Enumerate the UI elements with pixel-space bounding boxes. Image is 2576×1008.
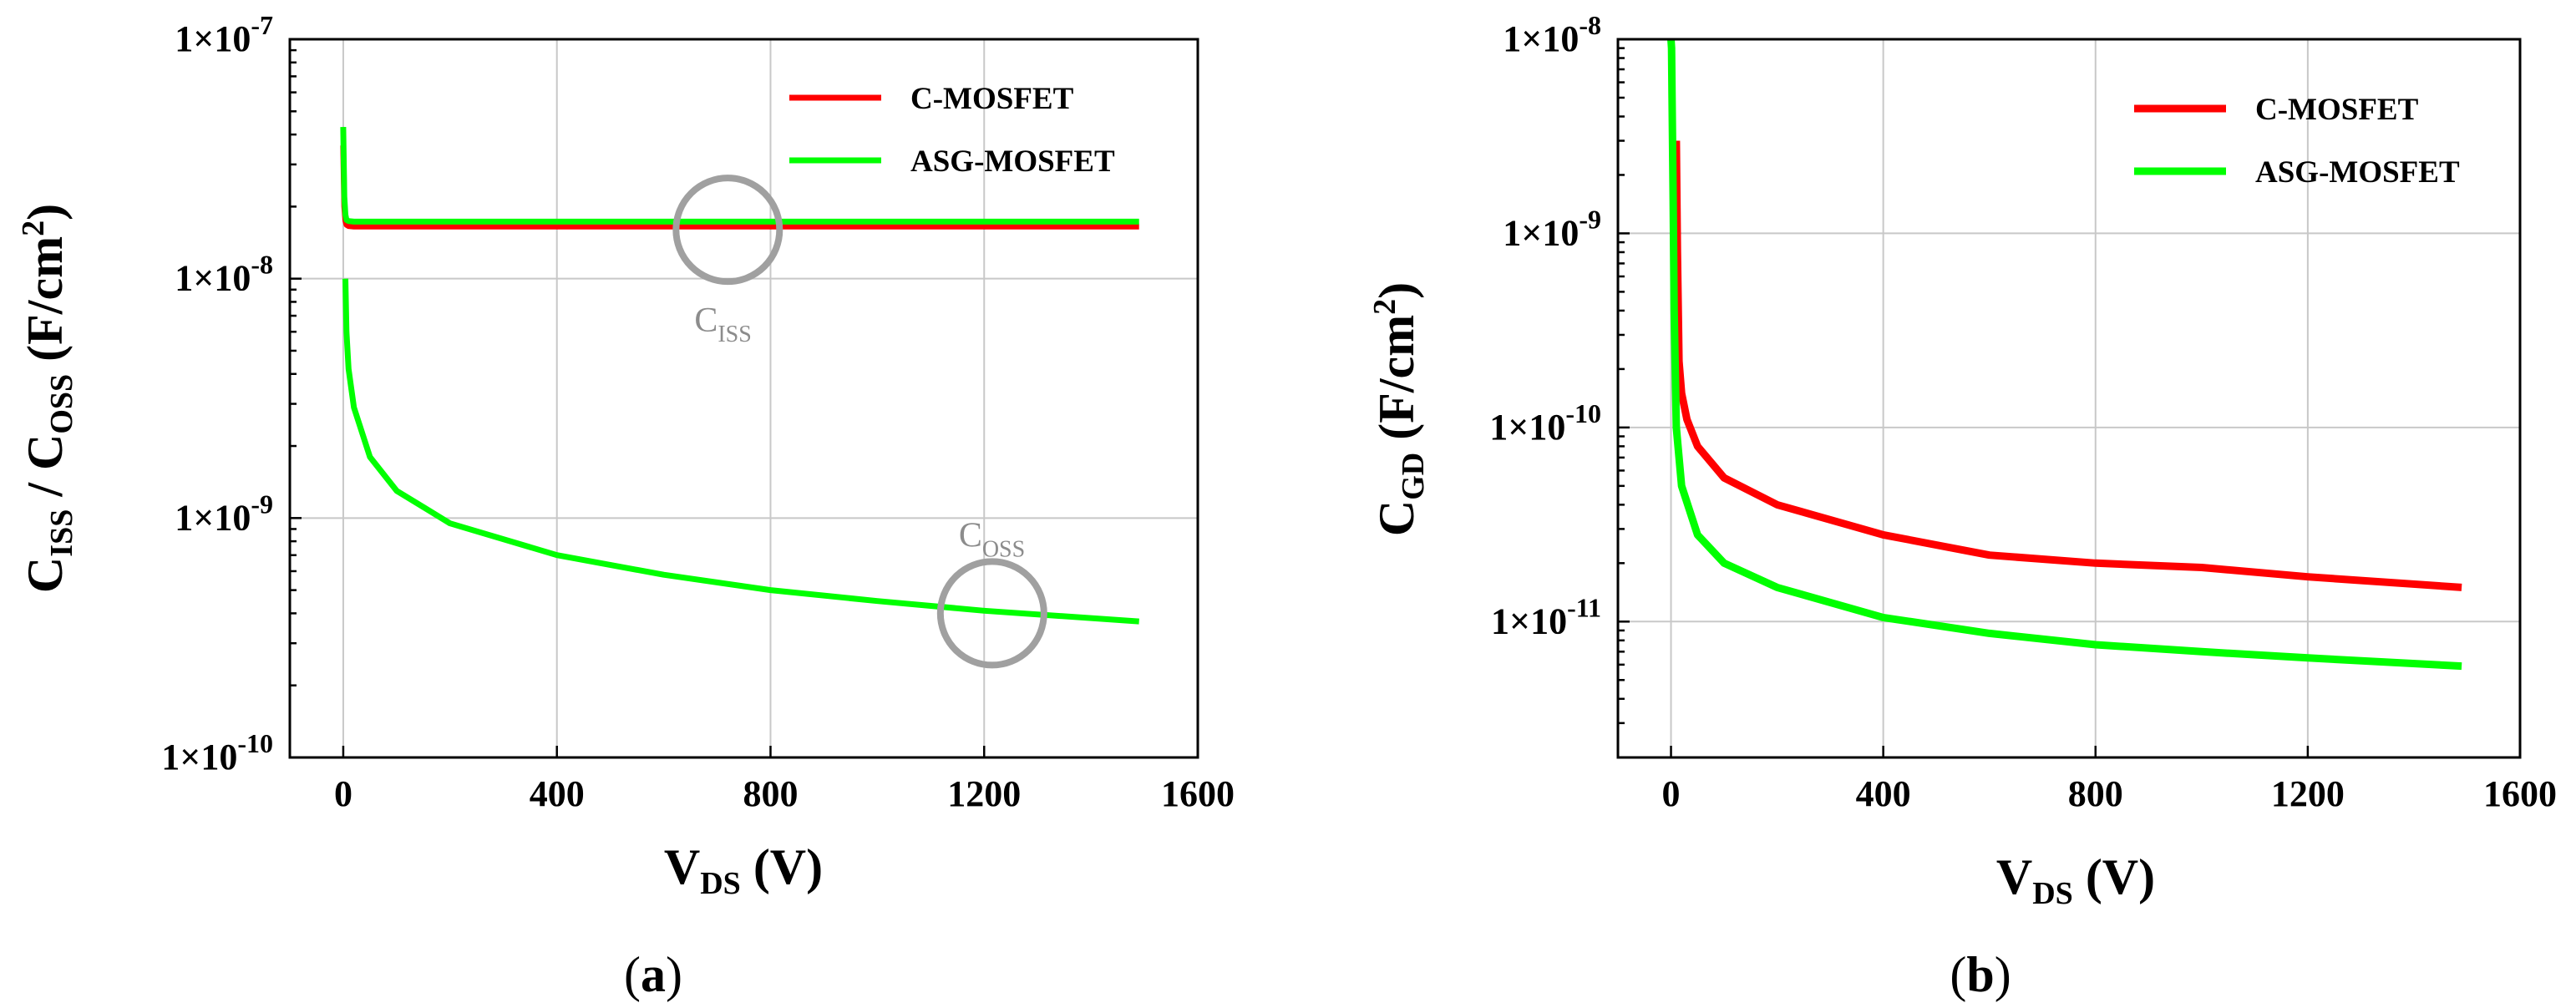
a-plot-frame <box>288 38 1199 759</box>
b-series-line-0 <box>1672 140 2462 591</box>
a-x-tick-label: 800 <box>743 773 798 814</box>
b-plot-frame <box>1616 38 2522 759</box>
a-annotation-label-1: COSS <box>959 516 1025 562</box>
a-legend-label-c-mosfet: C-MOSFET <box>910 82 1074 116</box>
a-annotation-circle-0 <box>672 175 783 286</box>
chart-a: 0 400 800 1200 1600 1×10-10 1×10-9 1×10-8 1×10-7… <box>16 10 1235 1002</box>
b-legend: C-MOSFET ASG-MOSFET <box>2134 93 2460 190</box>
b-y-tick-label: 1×10-11 <box>1491 592 1601 641</box>
a-y-axis-title: CISS / COSS (F/cm2) <box>16 204 79 593</box>
b-x-axis-title: VDS (V) <box>1996 849 2155 911</box>
b-caption: (b) <box>1950 947 2011 1002</box>
a-y-tick-label: 1×10-7 <box>175 10 273 59</box>
b-x-tick-label: 1600 <box>2483 773 2557 814</box>
a-y-tick-label: 1×10-9 <box>175 489 273 538</box>
b-legend-label-asg-mosfet: ASG-MOSFET <box>2255 155 2460 190</box>
b-y-axis-title: CGD (F/cm2) <box>1367 282 1431 536</box>
a-x-axis-title: VDS (V) <box>664 839 823 901</box>
a-y-tick-label: 1×10-8 <box>175 250 273 299</box>
b-series <box>1667 38 2462 671</box>
a-legend: C-MOSFET ASG-MOSFET <box>789 82 1115 179</box>
a-legend-label-asg-mosfet: ASG-MOSFET <box>910 144 1115 179</box>
b-x-tick-label: 400 <box>1856 773 1911 814</box>
a-annotations: CISS COSS <box>672 175 1047 669</box>
b-ticks: 0 400 800 1200 1600 1×10-11 1×10-10 1×10-9 1×10-… <box>1489 10 2557 814</box>
b-x-tick-label: 0 <box>1662 773 1681 814</box>
a-x-tick-label: 1600 <box>1161 773 1235 814</box>
a-x-tick-label: 1200 <box>947 773 1021 814</box>
b-legend-label-c-mosfet: C-MOSFET <box>2255 93 2419 127</box>
b-x-tick-label: 1200 <box>2271 773 2345 814</box>
a-series-line-1 <box>340 127 1139 225</box>
a-x-tick-label: 400 <box>530 773 585 814</box>
a-annotation-label-0: CISS <box>694 301 751 347</box>
a-ticks: 0 400 800 1200 1600 1×10-10 1×10-9 1×10-8 1×10-7 <box>161 10 1235 814</box>
a-series-line-2 <box>342 278 1139 625</box>
b-x-tick-label: 800 <box>2068 773 2123 814</box>
chart-b: 0 400 800 1200 1600 1×10-11 1×10-10 1×10-9 1×10-… <box>1367 10 2557 1002</box>
a-caption: (a) <box>624 947 682 1002</box>
b-y-tick-label: 1×10-8 <box>1503 10 1601 59</box>
a-series <box>340 127 1139 625</box>
a-y-tick-label: 1×10-10 <box>161 728 273 778</box>
a-annotation-circle-1 <box>936 558 1047 669</box>
b-y-tick-label: 1×10-9 <box>1503 204 1601 253</box>
b-series-line-1 <box>1667 38 2462 671</box>
a-x-tick-label: 0 <box>334 773 352 814</box>
b-y-tick-label: 1×10-10 <box>1489 398 1601 448</box>
b-grid <box>1618 39 2520 757</box>
